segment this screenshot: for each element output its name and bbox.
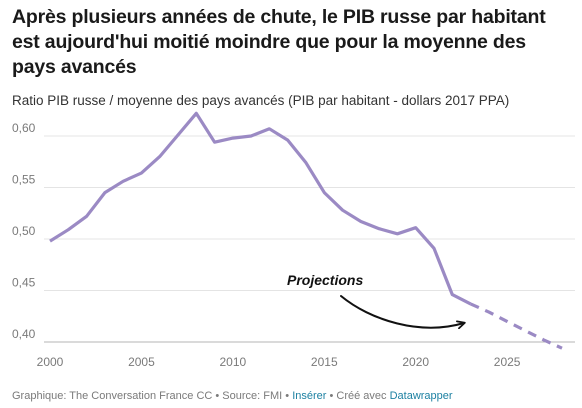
projections-annotation: Projections xyxy=(287,272,363,288)
chart-subtitle: Ratio PIB russe / moyenne des pays avanc… xyxy=(12,93,510,108)
x-tick-label: 2000 xyxy=(37,355,64,369)
projections-arrow xyxy=(340,295,466,330)
footer-credit: Graphique: The Conversation France CC • … xyxy=(12,390,293,402)
historical-line xyxy=(49,111,472,306)
y-tick-label: 0,55 xyxy=(12,173,36,187)
y-tick-label: 0,50 xyxy=(12,224,36,238)
line-chart: 0,40 0,45 0,50 0,55 0,60 2000 2005 2010 2015 202… xyxy=(12,111,575,369)
footer: Graphique: The Conversation France CC • … xyxy=(12,390,453,402)
x-tick-label: 2020 xyxy=(402,355,429,369)
x-tick-label: 2015 xyxy=(311,355,338,369)
x-tick-label: 2025 xyxy=(494,355,521,369)
y-tick-label: 0,60 xyxy=(12,121,36,135)
datawrapper-link[interactable]: Datawrapper xyxy=(389,390,453,402)
y-tick-label: 0,40 xyxy=(12,327,36,341)
x-tick-label: 2010 xyxy=(220,355,247,369)
footer-made-with: • Créé avec xyxy=(326,390,390,402)
chart-title: Après plusieurs années de chute, le PIB … xyxy=(12,6,546,78)
y-tick-label: 0,45 xyxy=(12,276,36,290)
insert-link[interactable]: Insérer xyxy=(292,390,327,402)
projection-line xyxy=(469,302,563,350)
x-tick-label: 2005 xyxy=(128,355,155,369)
